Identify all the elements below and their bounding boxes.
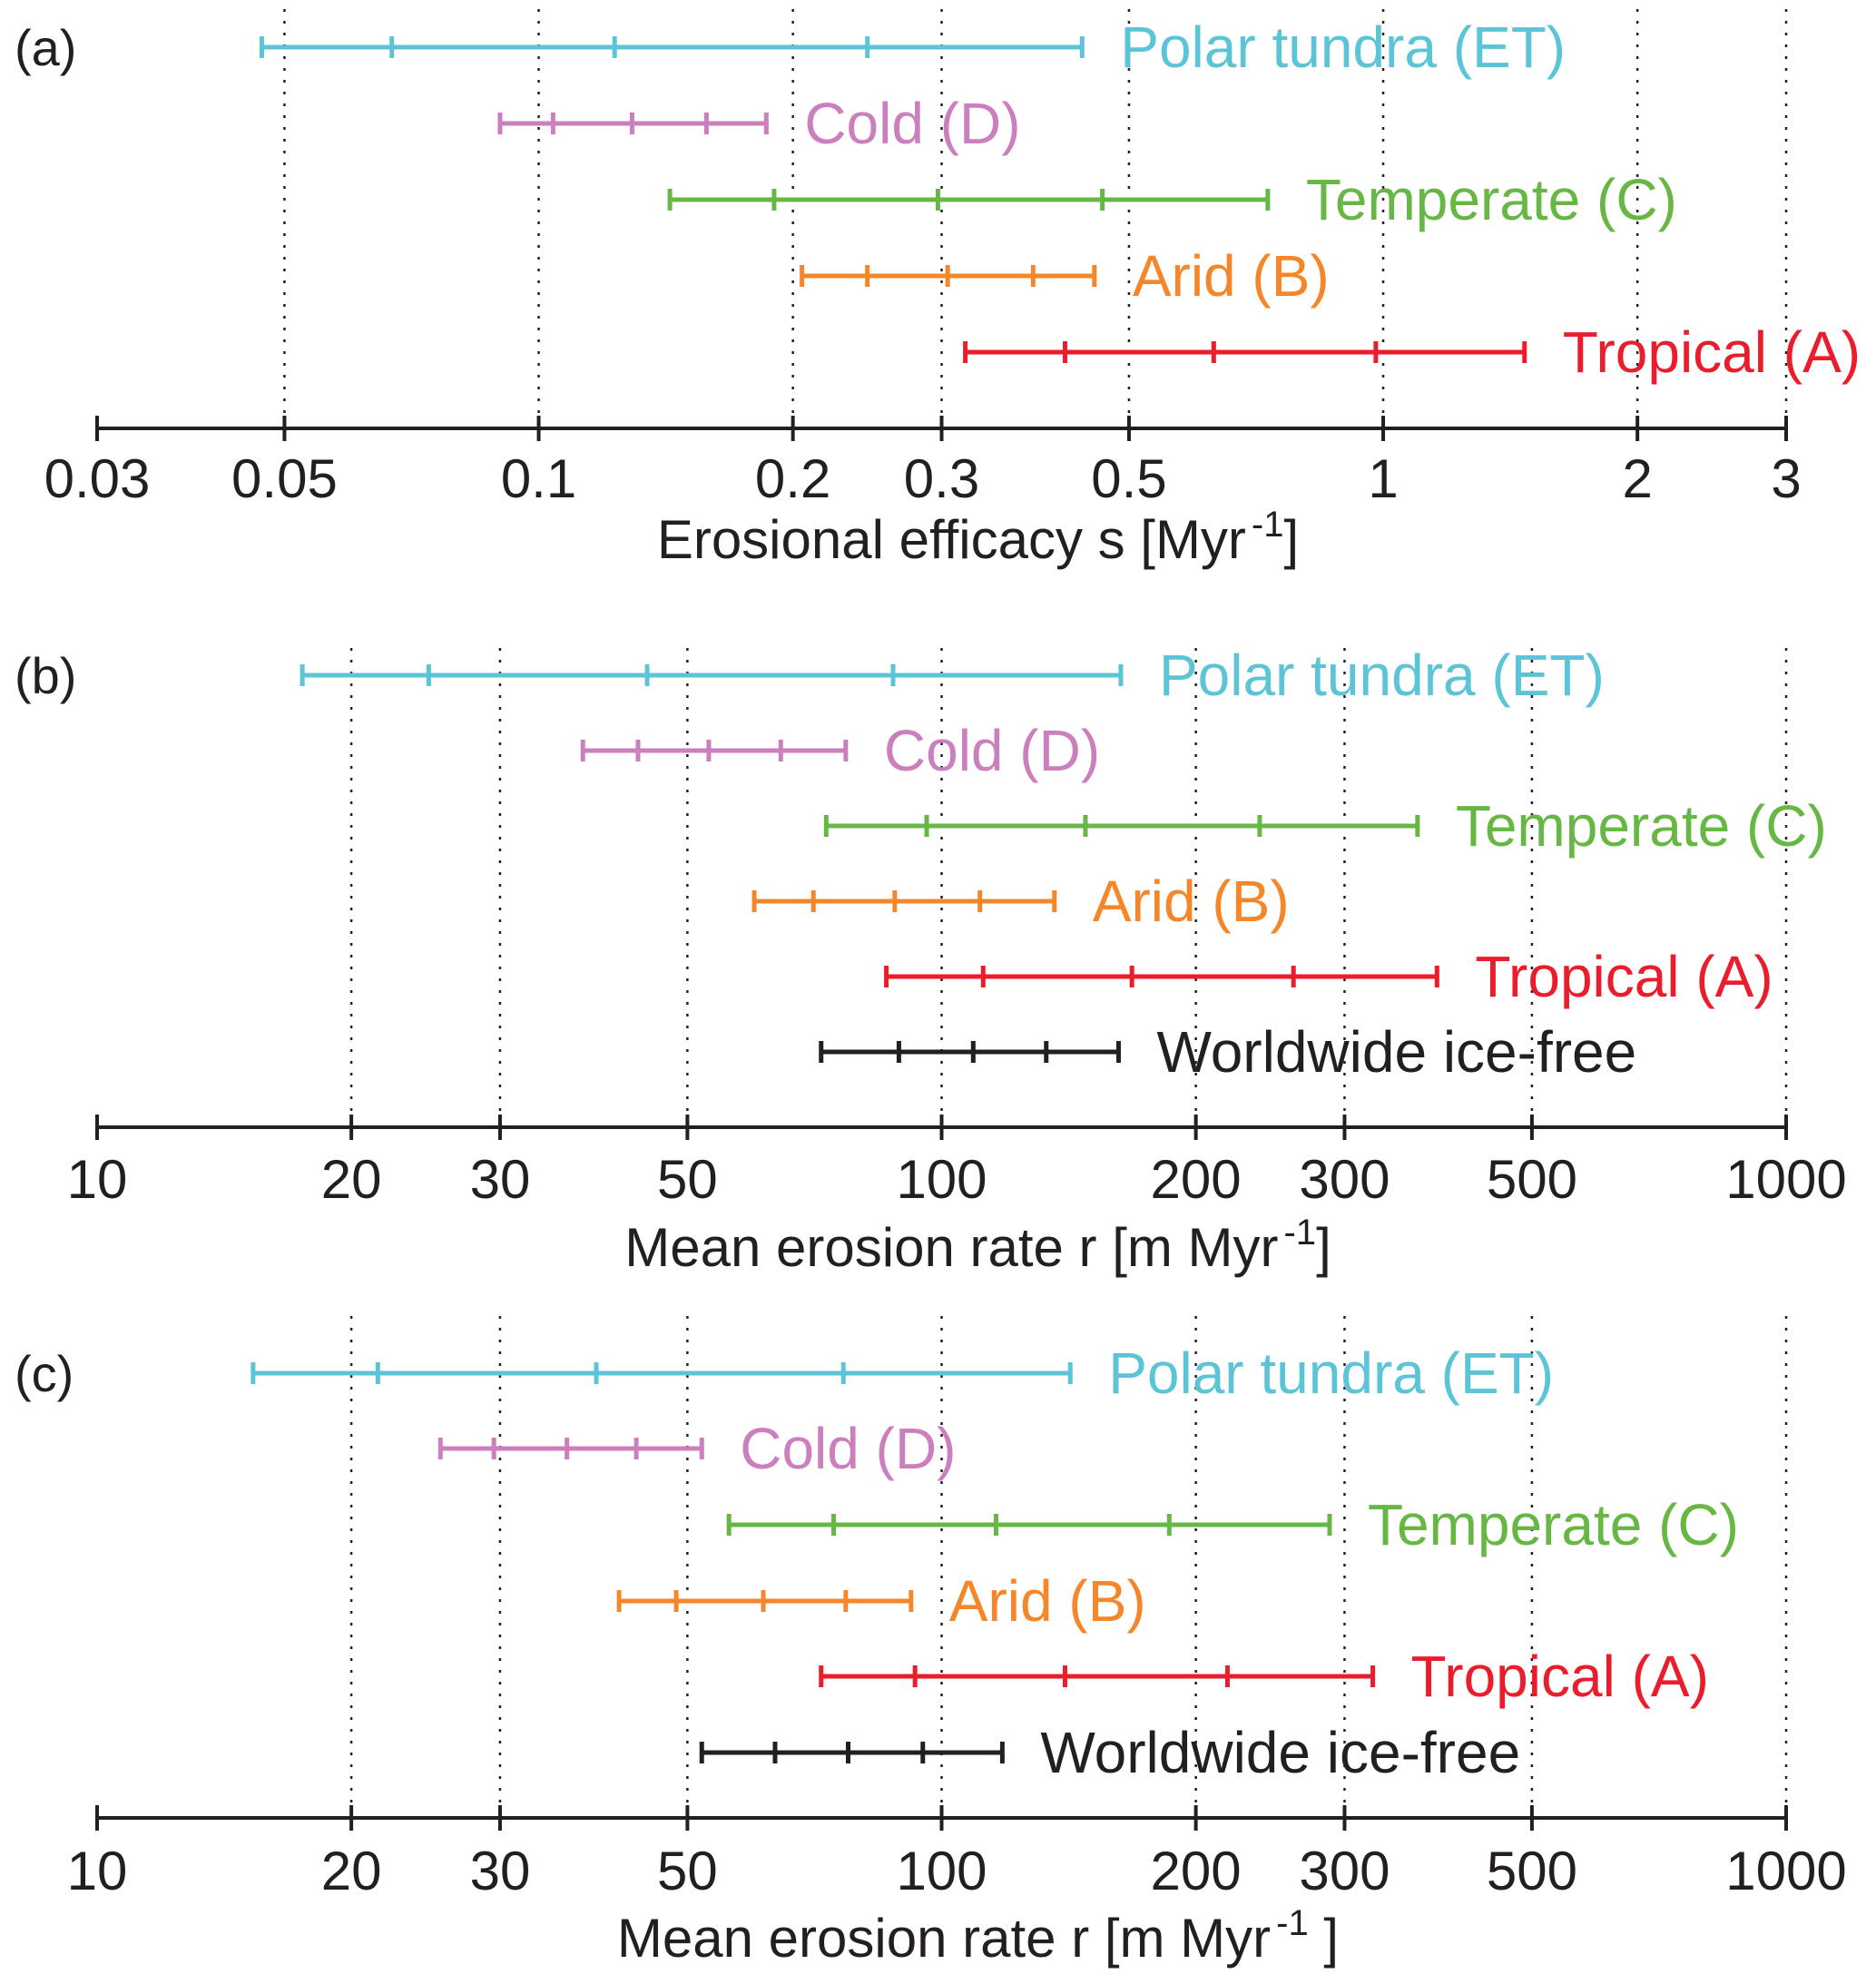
panel-label: (c) bbox=[15, 1345, 74, 1402]
series-tropical-a: Tropical (A) bbox=[963, 319, 1861, 385]
series-polar-tundra-et: Polar tundra (ET) bbox=[250, 1341, 1554, 1406]
x-axis-title: Erosional efficacy s [Myr -1] bbox=[657, 505, 1299, 570]
x-axis-title-exponent: -1 bbox=[1252, 505, 1284, 545]
x-tick-label: 0.3 bbox=[904, 448, 979, 509]
series-label: Tropical (A) bbox=[1563, 319, 1861, 385]
x-axis-title-close: ] bbox=[1284, 509, 1300, 570]
series-arid-b: Arid (B) bbox=[751, 869, 1290, 934]
series-label: Temperate (C) bbox=[1456, 793, 1827, 859]
x-tick-label: 500 bbox=[1487, 1841, 1577, 1901]
x-tick-label: 100 bbox=[896, 1149, 987, 1210]
series-tropical-a: Tropical (A) bbox=[884, 944, 1773, 1009]
x-tick-label: 200 bbox=[1151, 1149, 1242, 1210]
x-tick-label: 30 bbox=[470, 1149, 531, 1210]
series-polar-tundra-et: Polar tundra (ET) bbox=[259, 15, 1566, 80]
x-tick-label: 20 bbox=[321, 1841, 382, 1901]
series-cold-d: Cold (D) bbox=[580, 718, 1100, 783]
panel-b: 10 20 30 50 100 200 300 500 1000 (b) Mean erosion … bbox=[15, 643, 1847, 1278]
series-arid-b: Arid (B) bbox=[800, 243, 1330, 309]
series-temperate-c: Temperate (C) bbox=[726, 1492, 1739, 1557]
series-label: Temperate (C) bbox=[1368, 1492, 1739, 1557]
x-axis-title-text: Mean erosion rate r [m Myr bbox=[617, 1908, 1271, 1969]
series-worldwide-ice-free: Worldwide ice-free bbox=[699, 1720, 1520, 1785]
x-axis-title-close: ] bbox=[1316, 1217, 1331, 1278]
series-cold-d: Cold (D) bbox=[497, 91, 1021, 156]
series-tropical-a: Tropical (A) bbox=[819, 1644, 1709, 1709]
x-axis-title-text: Mean erosion rate r [m Myr bbox=[624, 1217, 1278, 1278]
x-axis-title-text: Erosional efficacy s [Myr bbox=[657, 509, 1246, 570]
x-tick-label: 50 bbox=[657, 1149, 718, 1210]
series-temperate-c: Temperate (C) bbox=[823, 793, 1827, 859]
series-label: Polar tundra (ET) bbox=[1120, 15, 1566, 80]
x-tick-label: 20 bbox=[321, 1149, 382, 1210]
x-tick-label: 200 bbox=[1151, 1841, 1242, 1901]
x-tick-label: 300 bbox=[1299, 1841, 1390, 1901]
series-cold-d: Cold (D) bbox=[437, 1416, 956, 1481]
x-tick-label: 100 bbox=[896, 1841, 987, 1901]
x-tick-label: 1000 bbox=[1725, 1841, 1846, 1901]
x-axis-title: Mean erosion rate r [m Myr -1] bbox=[624, 1213, 1331, 1278]
series-worldwide-ice-free: Worldwide ice-free bbox=[819, 1019, 1636, 1085]
x-tick-label: 50 bbox=[657, 1841, 718, 1901]
series-label: Polar tundra (ET) bbox=[1108, 1341, 1554, 1406]
series-label: Tropical (A) bbox=[1475, 944, 1773, 1009]
x-tick-label: 3 bbox=[1771, 448, 1801, 509]
x-tick-label: 300 bbox=[1299, 1149, 1390, 1210]
panel-label: (a) bbox=[15, 19, 76, 76]
series-label: Cold (D) bbox=[740, 1416, 956, 1481]
series-label: Cold (D) bbox=[804, 91, 1020, 156]
x-axis-title-exponent: -1 bbox=[1276, 1903, 1309, 1943]
series-label: Tropical (A) bbox=[1411, 1644, 1709, 1709]
x-tick-label: 1 bbox=[1368, 448, 1398, 509]
series-polar-tundra-et: Polar tundra (ET) bbox=[300, 643, 1605, 708]
x-axis-title: Mean erosion rate r [m Myr -1 ] bbox=[617, 1903, 1339, 1969]
series-arid-b: Arid (B) bbox=[616, 1568, 1146, 1634]
series-label: Worldwide ice-free bbox=[1040, 1720, 1520, 1785]
x-tick-label: 0.5 bbox=[1091, 448, 1166, 509]
x-tick-label: 0.2 bbox=[755, 448, 830, 509]
x-axis-title-exponent: -1 bbox=[1283, 1213, 1316, 1252]
x-tick-label: 1000 bbox=[1725, 1149, 1846, 1210]
x-axis-title-close: ] bbox=[1309, 1908, 1339, 1969]
x-tick-label: 0.03 bbox=[44, 448, 151, 509]
series-temperate-c: Temperate (C) bbox=[667, 167, 1677, 232]
x-tick-label: 10 bbox=[67, 1841, 128, 1901]
series-label: Polar tundra (ET) bbox=[1159, 643, 1605, 708]
x-tick-label: 2 bbox=[1622, 448, 1652, 509]
series-label: Temperate (C) bbox=[1306, 167, 1677, 232]
x-tick-label: 0.05 bbox=[231, 448, 338, 509]
series-label: Arid (B) bbox=[949, 1568, 1146, 1634]
x-tick-label: 500 bbox=[1487, 1149, 1577, 1210]
series-label: Worldwide ice-free bbox=[1156, 1019, 1636, 1085]
panel-a: 0.03 0.05 0.1 0.2 0.3 0.5 1 2 3 (a) Erosional effi… bbox=[15, 9, 1861, 570]
x-tick-label: 0.1 bbox=[501, 448, 576, 509]
panel-c: 10 20 30 50 100 200 300 500 1000 (c) Mean erosion … bbox=[15, 1316, 1847, 1969]
x-tick-label: 30 bbox=[470, 1841, 531, 1901]
series-label: Arid (B) bbox=[1093, 869, 1290, 934]
x-tick-label: 10 bbox=[67, 1149, 128, 1210]
panel-label: (b) bbox=[15, 647, 76, 704]
series-label: Arid (B) bbox=[1133, 243, 1330, 309]
series-label: Cold (D) bbox=[884, 718, 1100, 783]
